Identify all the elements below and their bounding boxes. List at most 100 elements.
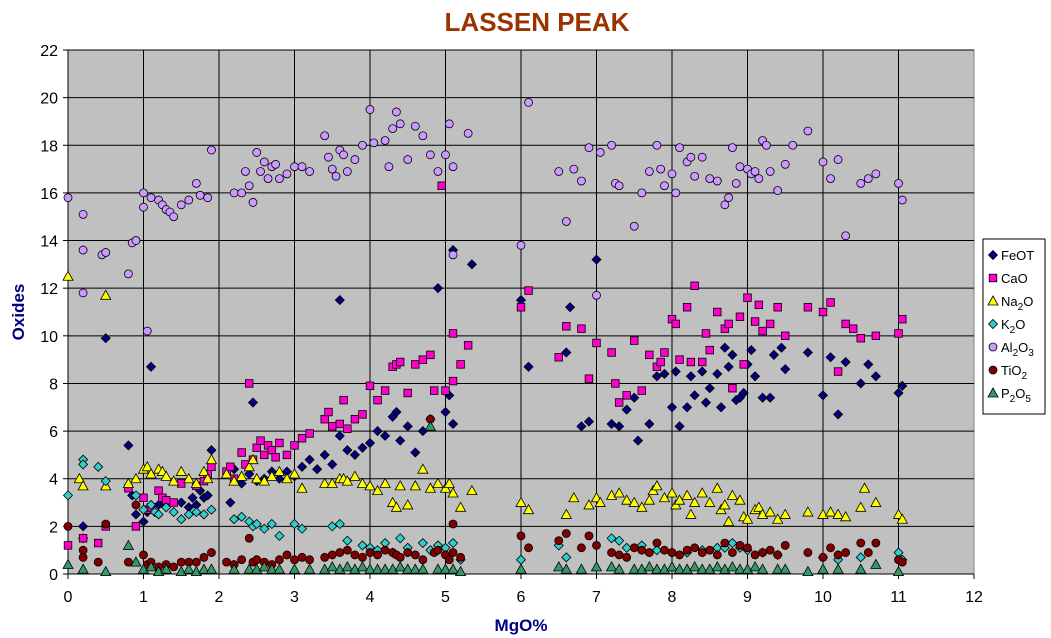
na2o-point [870, 496, 882, 507]
al2o3-point [342, 167, 352, 176]
al2o3-point [720, 200, 730, 210]
series-p2o5 [62, 420, 905, 577]
y-tick-label: 8 [49, 376, 58, 393]
k2o-point [274, 530, 285, 541]
tio2-point [780, 541, 790, 550]
al2o3-point [203, 193, 213, 203]
na2o-point [175, 465, 187, 476]
na2o-point [235, 470, 248, 481]
cao-point [637, 386, 646, 395]
al2o3-point [350, 155, 360, 164]
p2o5-point [77, 563, 89, 574]
feot-point [780, 364, 791, 375]
cao-point [562, 322, 571, 331]
feot-point [561, 347, 572, 358]
na2o-point [594, 496, 606, 507]
p2o5-point [734, 563, 746, 574]
p2o5-point [379, 563, 391, 574]
tio2-point [93, 557, 103, 567]
feot-point [674, 421, 685, 432]
al2o3-point [123, 269, 133, 279]
series-tio2 [63, 414, 907, 572]
p2o5-point [145, 561, 157, 572]
cao-point [841, 319, 850, 329]
feot-point [327, 459, 338, 470]
al2o3-point [229, 188, 239, 198]
tio2-point [403, 548, 413, 557]
x-tick-label: 10 [814, 589, 832, 606]
x-tick-label: 11 [890, 589, 907, 606]
feot-point [749, 371, 761, 382]
na2o-point [753, 501, 765, 512]
cao-point [671, 319, 680, 329]
k2o-point [176, 514, 187, 525]
x-tick-label: 4 [366, 589, 375, 606]
cao-point [849, 324, 858, 333]
na2o-point [201, 472, 214, 484]
al2o3-point [728, 143, 737, 153]
al2o3-point [686, 152, 696, 162]
cao-point [177, 479, 186, 488]
cao-point [754, 300, 764, 310]
cao-point [611, 379, 620, 388]
al2o3-point [731, 178, 741, 188]
p2o5-point [590, 561, 603, 572]
tio2-point [207, 548, 216, 557]
al2o3-point [176, 200, 186, 210]
cao-point [773, 303, 782, 312]
cao-point [131, 522, 141, 531]
y-tick-label: 0 [49, 567, 58, 584]
x-tick-label: 6 [517, 589, 526, 606]
na2o-point [666, 487, 678, 498]
k2o-point [289, 518, 300, 530]
p2o5-point [855, 563, 867, 574]
tio2-point [863, 548, 873, 557]
feot-point [236, 478, 247, 489]
x-tick-label: 1 [139, 589, 148, 606]
al2o3-point [652, 140, 662, 150]
na2o-point [319, 477, 331, 488]
na2o-point [839, 511, 852, 522]
feot-point [372, 426, 383, 437]
al2o3-point [169, 212, 179, 222]
na2o-point [130, 472, 142, 484]
na2o-point [390, 501, 403, 512]
al2o3-point [78, 288, 88, 298]
p2o5-point [772, 563, 784, 574]
tio2-point [607, 548, 616, 557]
p2o5-point [515, 563, 527, 574]
p2o5-point [341, 561, 354, 572]
al2o3-point [339, 150, 348, 160]
cao-point [675, 355, 684, 364]
tio2-point [524, 543, 533, 553]
x-tick-label: 7 [592, 589, 601, 606]
feot-point [614, 421, 625, 432]
tio2-point [826, 543, 835, 553]
al2o3-point [561, 217, 571, 226]
feot-point [757, 392, 768, 403]
feot-point [583, 416, 595, 427]
tio2-point [373, 550, 382, 560]
na2o-point [168, 475, 180, 486]
legend-label-part: FeOT [1001, 248, 1034, 263]
y-tick-label: 20 [40, 91, 58, 108]
na2o-point [896, 513, 908, 524]
k2o-point [161, 502, 172, 513]
al2o3-point [584, 143, 594, 153]
tio2-point [131, 500, 141, 510]
k2o-point [327, 521, 338, 532]
feot-point [225, 497, 236, 508]
feot-point [727, 349, 738, 360]
legend-marker-tio2 [988, 365, 998, 375]
legend-label-part: 2 [1010, 394, 1016, 405]
al2o3-point [644, 167, 654, 176]
tio2-point [728, 548, 737, 557]
p2o5-point [394, 561, 406, 572]
al2o3-point [365, 105, 375, 114]
cao-point [63, 541, 73, 550]
al2o3-point [818, 157, 828, 167]
tio2-point [637, 545, 647, 555]
al2o3-point [433, 167, 443, 176]
tio2-point [123, 557, 133, 567]
feot-point [670, 366, 681, 377]
